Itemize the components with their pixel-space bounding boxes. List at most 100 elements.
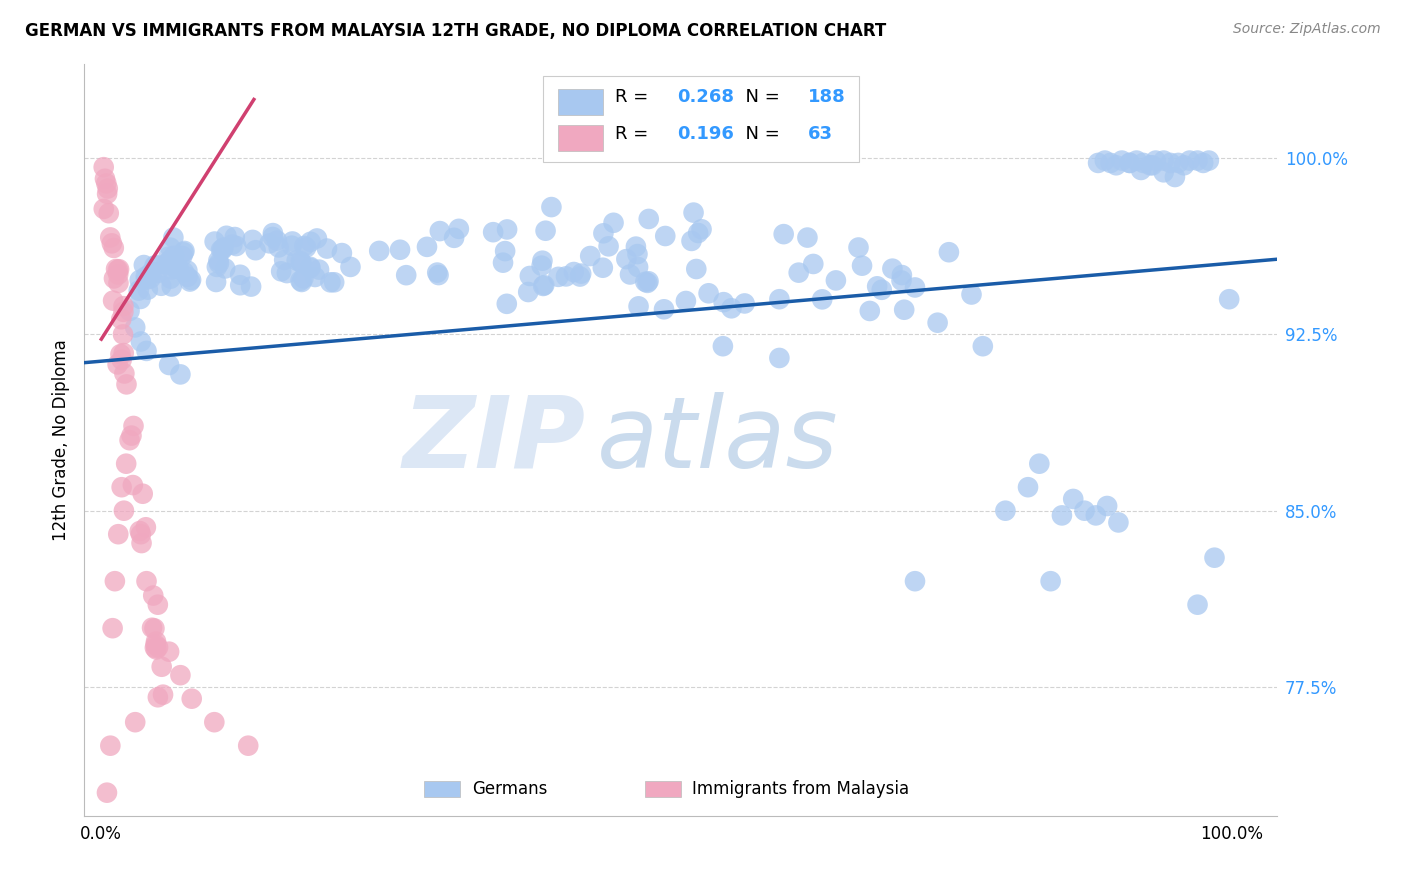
- FancyBboxPatch shape: [425, 780, 460, 797]
- Point: [562, 265, 585, 279]
- Point: [94, 171, 117, 186]
- Point: [627, 260, 650, 274]
- Text: Source: ZipAtlas.com: Source: ZipAtlas.com: [1233, 22, 1381, 37]
- Point: [569, 269, 592, 284]
- Point: [305, 231, 328, 245]
- Point: [157, 250, 180, 264]
- Point: [634, 275, 657, 289]
- Point: [299, 261, 322, 276]
- Text: Immigrants from Malaysia: Immigrants from Malaysia: [692, 780, 910, 798]
- Point: [146, 690, 169, 705]
- Point: [682, 205, 704, 219]
- Point: [101, 621, 124, 635]
- Point: [1153, 153, 1175, 168]
- Point: [1130, 163, 1153, 178]
- Point: [1125, 153, 1147, 168]
- Point: [688, 226, 710, 240]
- Point: [866, 279, 889, 293]
- Point: [157, 358, 180, 372]
- Text: ZIP: ZIP: [402, 392, 585, 489]
- Point: [152, 688, 174, 702]
- Point: [290, 274, 312, 288]
- Point: [160, 279, 183, 293]
- Point: [112, 367, 135, 381]
- Point: [547, 269, 569, 284]
- Text: GERMAN VS IMMIGRANTS FROM MALAYSIA 12TH GRADE, NO DIPLOMA CORRELATION CHART: GERMAN VS IMMIGRANTS FROM MALAYSIA 12TH …: [25, 22, 887, 40]
- Point: [904, 280, 927, 294]
- Point: [163, 259, 186, 273]
- Point: [215, 228, 238, 243]
- Point: [530, 259, 553, 273]
- Point: [135, 273, 157, 287]
- Point: [131, 536, 153, 550]
- Point: [209, 243, 232, 257]
- Point: [103, 241, 125, 255]
- Point: [882, 261, 904, 276]
- Point: [96, 186, 118, 201]
- Point: [330, 246, 353, 260]
- Point: [214, 261, 236, 276]
- Point: [280, 238, 302, 252]
- Point: [1164, 169, 1187, 184]
- FancyBboxPatch shape: [645, 780, 681, 797]
- Point: [768, 351, 790, 365]
- Point: [96, 177, 118, 191]
- Point: [904, 574, 927, 589]
- Point: [121, 478, 143, 492]
- Point: [173, 244, 195, 258]
- Point: [238, 739, 260, 753]
- Point: [1099, 156, 1122, 170]
- Point: [162, 230, 184, 244]
- Point: [994, 504, 1017, 518]
- Point: [1192, 156, 1215, 170]
- Point: [139, 271, 162, 285]
- Point: [135, 574, 157, 589]
- Y-axis label: 12th Grade, No Diploma: 12th Grade, No Diploma: [52, 339, 70, 541]
- Point: [447, 222, 470, 236]
- Point: [165, 261, 187, 276]
- Point: [160, 262, 183, 277]
- Point: [427, 268, 450, 282]
- Point: [143, 259, 166, 273]
- Point: [139, 266, 162, 280]
- Point: [270, 264, 292, 278]
- Point: [111, 480, 134, 494]
- Point: [132, 487, 155, 501]
- Point: [304, 270, 326, 285]
- Point: [129, 527, 152, 541]
- Point: [208, 256, 231, 270]
- Point: [267, 240, 290, 254]
- Point: [496, 222, 519, 236]
- Point: [141, 621, 163, 635]
- Point: [141, 265, 163, 279]
- Point: [93, 160, 115, 174]
- Text: 188: 188: [808, 87, 846, 105]
- Point: [429, 224, 451, 238]
- Point: [104, 574, 127, 589]
- Point: [492, 255, 515, 269]
- Point: [316, 242, 339, 256]
- Point: [205, 260, 228, 274]
- Point: [1084, 508, 1107, 523]
- Point: [167, 261, 190, 276]
- Point: [150, 659, 173, 673]
- Point: [204, 235, 226, 249]
- Point: [624, 239, 647, 253]
- Point: [519, 268, 541, 283]
- Point: [229, 278, 252, 293]
- Point: [1119, 156, 1142, 170]
- Point: [98, 739, 121, 753]
- FancyBboxPatch shape: [558, 125, 603, 151]
- Point: [172, 249, 194, 263]
- Point: [135, 520, 157, 534]
- Point: [1105, 158, 1128, 172]
- Point: [796, 230, 818, 244]
- Point: [112, 305, 135, 319]
- Point: [259, 236, 281, 251]
- Point: [155, 257, 177, 271]
- Point: [654, 229, 676, 244]
- Point: [416, 240, 439, 254]
- Point: [890, 273, 912, 287]
- Point: [224, 230, 246, 244]
- Point: [150, 278, 173, 293]
